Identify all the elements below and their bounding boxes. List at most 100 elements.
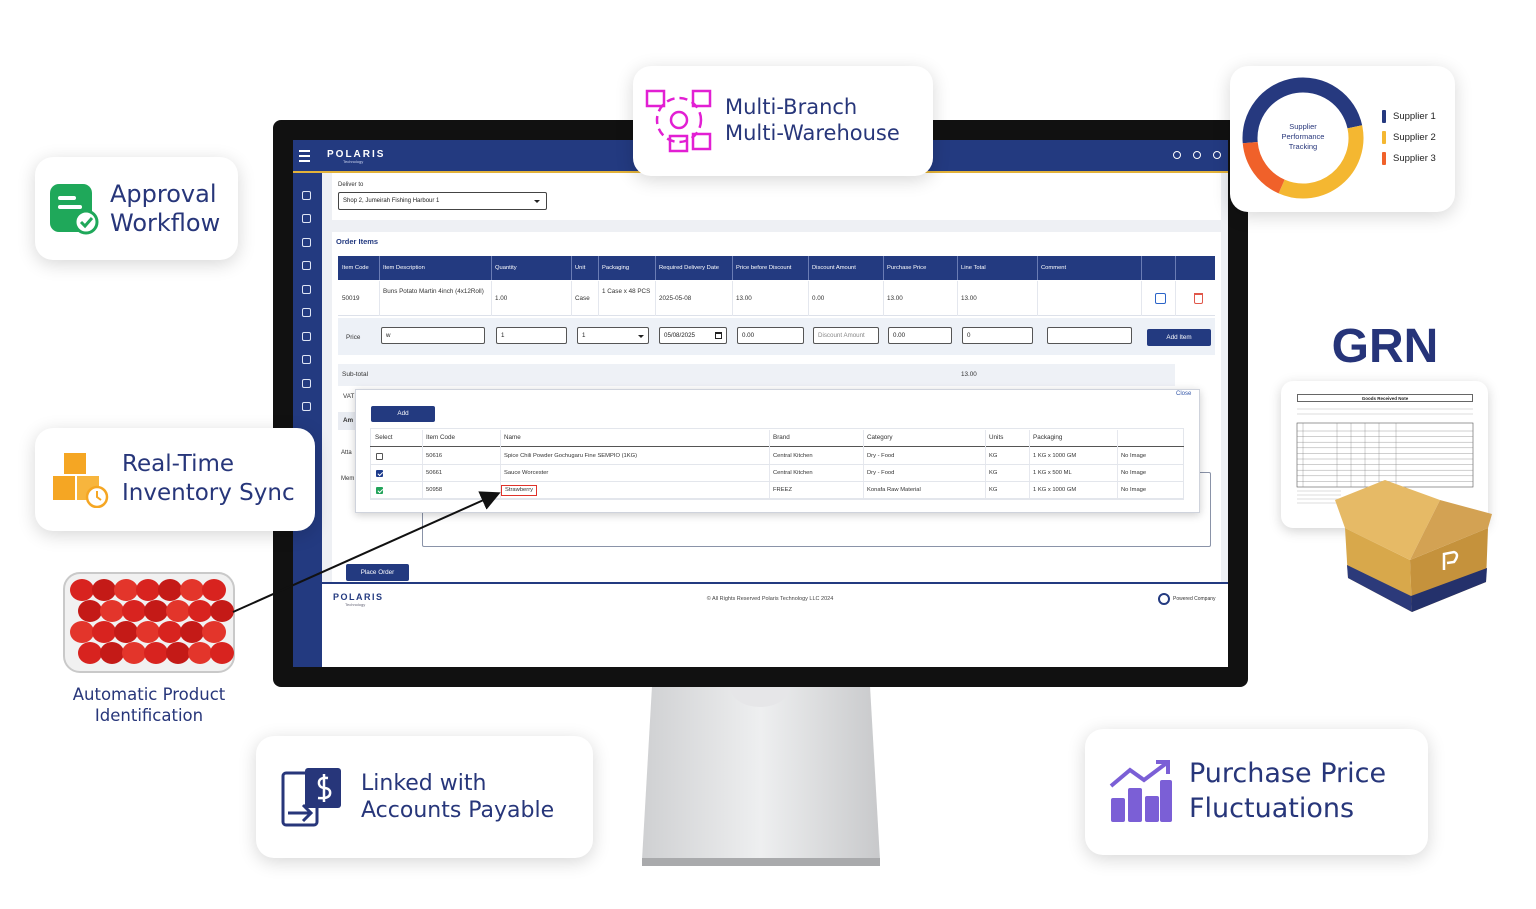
order-row bbox=[338, 281, 1215, 316]
sidebar-icon[interactable] bbox=[302, 261, 311, 270]
sidebar-icon[interactable] bbox=[302, 402, 311, 411]
popup-cell: 1 KG x 1000 GM bbox=[1033, 453, 1077, 459]
donut-title: Supplier Performance Tracking bbox=[1281, 122, 1325, 151]
purchase-price-input[interactable]: 0.00 bbox=[888, 327, 952, 344]
popup-cell: 50958 bbox=[426, 487, 443, 493]
strawberry bbox=[70, 621, 94, 643]
line-total-input[interactable]: 0 bbox=[962, 327, 1033, 344]
item-input-value: w bbox=[386, 332, 391, 339]
icon-clock-hand bbox=[96, 491, 102, 501]
menu-icon bbox=[299, 160, 310, 162]
sidebar-icon[interactable] bbox=[302, 332, 311, 341]
item-input[interactable]: w bbox=[381, 327, 485, 344]
box-logo bbox=[1442, 550, 1459, 570]
place-order-button[interactable]: Place Order bbox=[346, 564, 409, 581]
menu-icon bbox=[299, 150, 310, 152]
column-divider bbox=[655, 256, 656, 280]
popup-add-button[interactable]: Add bbox=[371, 406, 435, 422]
identification-text: Automatic Product bbox=[72, 685, 226, 704]
select-caret bbox=[638, 335, 644, 338]
sidebar-icon[interactable] bbox=[302, 285, 311, 294]
icon-globe bbox=[669, 110, 689, 130]
calendar-icon bbox=[715, 332, 722, 339]
column-divider bbox=[1037, 256, 1038, 280]
footer-brand-sub: Technology bbox=[345, 602, 366, 607]
strawberry bbox=[158, 621, 182, 643]
sidebar-icon[interactable] bbox=[302, 238, 311, 247]
inventory-icon bbox=[53, 453, 109, 508]
cell-divider bbox=[491, 281, 492, 316]
order-cell: 13.00 bbox=[961, 295, 977, 302]
column-divider bbox=[732, 256, 733, 280]
popup-cell: No Image bbox=[1121, 487, 1147, 493]
strawberry bbox=[122, 642, 146, 664]
amount-label: Am bbox=[343, 417, 354, 424]
popup-cell: Dry - Food bbox=[867, 453, 895, 459]
donut-segment bbox=[1242, 77, 1363, 144]
legend-swatch bbox=[1382, 131, 1386, 144]
approval-icon bbox=[50, 184, 99, 235]
line-total-input-value: 0 bbox=[967, 332, 971, 339]
price-input[interactable]: 0.00 bbox=[737, 327, 804, 344]
order-cell: 1 Case x 48 PCS bbox=[602, 288, 651, 295]
row-checkbox[interactable] bbox=[376, 453, 383, 460]
legend-swatch bbox=[1382, 152, 1386, 165]
popup-column-header: Category bbox=[867, 434, 893, 441]
grn-document: Goods Received Note bbox=[1281, 381, 1488, 528]
popup-cell: Central Kitchen bbox=[773, 453, 813, 459]
sidebar-icon[interactable] bbox=[302, 379, 311, 388]
sidebar-icon[interactable] bbox=[302, 214, 311, 223]
date-input[interactable]: 05/08/2025 bbox=[659, 327, 727, 344]
delete-icon[interactable] bbox=[1194, 293, 1203, 304]
donut-segment bbox=[1242, 141, 1285, 194]
popup-cell: Central Kitchen bbox=[773, 470, 813, 476]
powered-icon bbox=[1158, 593, 1170, 605]
popup-cell: KG bbox=[989, 487, 998, 493]
popup-close: Close bbox=[1176, 391, 1192, 397]
icon-check-mark bbox=[79, 217, 94, 229]
sidebar-icon[interactable] bbox=[302, 355, 311, 364]
approval-text: Workflow bbox=[110, 209, 221, 237]
box-flap bbox=[1410, 500, 1492, 560]
grn-document-title: Goods Received Note bbox=[1297, 394, 1473, 402]
comment-input[interactable] bbox=[1047, 327, 1132, 344]
quantity-input[interactable]: 1 bbox=[496, 327, 567, 344]
order-cell: 2025-05-08 bbox=[659, 295, 692, 302]
popup-column-header: Name bbox=[504, 434, 521, 441]
column-divider bbox=[598, 256, 599, 280]
sidebar-icon[interactable] bbox=[302, 191, 311, 200]
popup-column-header: Packaging bbox=[1033, 434, 1063, 441]
header-icon bbox=[1213, 151, 1221, 159]
column-header: Quantity bbox=[495, 265, 517, 271]
deliver-select[interactable]: Shop 2, Jumeirah Fishing Harbour 1 bbox=[338, 192, 547, 210]
strawberry bbox=[92, 579, 116, 601]
unit-select[interactable]: 1 bbox=[577, 327, 649, 344]
vat-label: VAT bbox=[343, 393, 355, 400]
column-divider bbox=[957, 256, 958, 280]
deliver-label: Deliver to bbox=[338, 182, 364, 188]
identified-product: Strawberry bbox=[501, 485, 538, 496]
grn-box bbox=[1335, 480, 1492, 612]
column-header: Comment bbox=[1041, 265, 1067, 271]
identification-text: Identification bbox=[94, 706, 204, 725]
add-item-button[interactable]: Add Item bbox=[1147, 329, 1211, 346]
price-text: Fluctuations bbox=[1189, 793, 1355, 824]
discount-input[interactable]: Discount Amount bbox=[813, 327, 879, 344]
icon-bar bbox=[1128, 788, 1142, 822]
icon-trend bbox=[1109, 760, 1170, 788]
popup-row bbox=[370, 482, 1184, 499]
icon-box bbox=[64, 453, 86, 474]
column-header: Purchase Price bbox=[887, 265, 927, 271]
discount-input-value: Discount Amount bbox=[818, 332, 865, 339]
amount-row bbox=[338, 412, 360, 430]
column-divider bbox=[491, 256, 492, 280]
sidebar-icon[interactable] bbox=[302, 308, 311, 317]
row-checkbox[interactable] bbox=[376, 470, 383, 477]
place-order-label: Place Order bbox=[360, 569, 395, 576]
stand-base bbox=[642, 858, 880, 866]
edit-icon[interactable] bbox=[1155, 293, 1166, 304]
select-caret bbox=[534, 200, 540, 203]
popup-cell: No Image bbox=[1121, 453, 1147, 459]
column-divider bbox=[808, 256, 809, 280]
